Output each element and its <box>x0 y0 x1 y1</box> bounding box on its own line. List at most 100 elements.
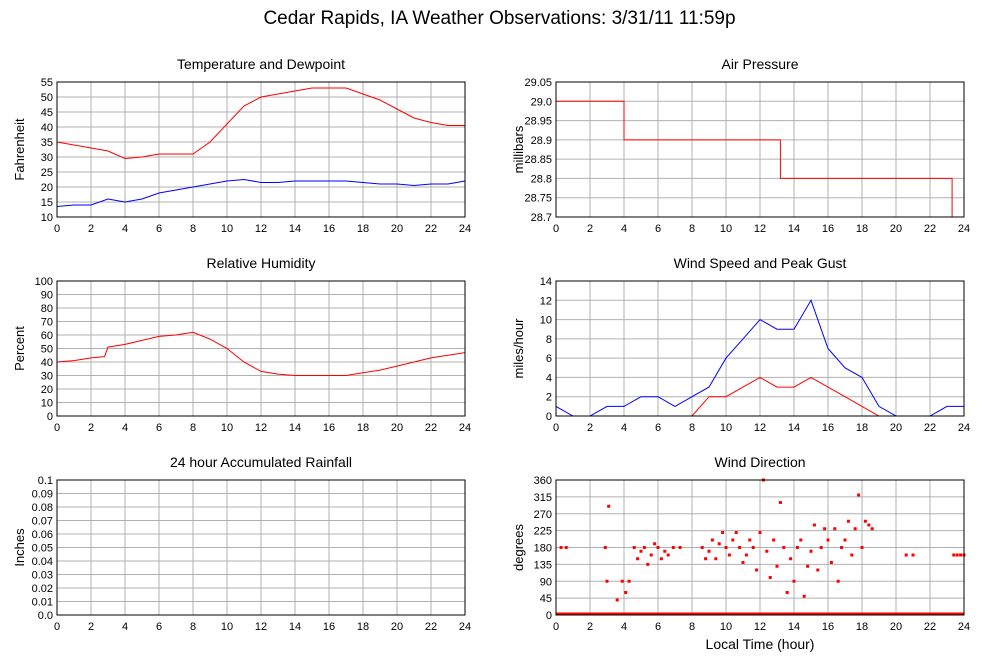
data-point <box>663 549 667 553</box>
y-tick-label: 4 <box>546 372 552 384</box>
data-point <box>826 538 830 542</box>
x-tick-label: 20 <box>391 422 403 434</box>
data-point <box>952 553 956 557</box>
data-point <box>656 546 660 549</box>
data-point <box>806 564 810 568</box>
x-tick-label: 24 <box>459 422 471 434</box>
y-tick-label: 40 <box>41 122 53 134</box>
x-tick-label: 6 <box>156 422 162 434</box>
x-tick-label: 10 <box>221 223 233 235</box>
x-tick-label: 4 <box>621 422 627 434</box>
y-tick-label: 28.8 <box>531 173 552 185</box>
y-tick-label: 0.08 <box>32 502 53 514</box>
x-tick-label: 0 <box>553 223 559 235</box>
x-tick-label: 4 <box>621 223 627 235</box>
x-tick-label: 10 <box>720 422 732 434</box>
data-point <box>843 538 847 542</box>
y-tick-label: 360 <box>534 475 552 487</box>
y-tick-label: 0.03 <box>32 570 53 582</box>
data-point <box>836 579 840 583</box>
x-tick-label: 2 <box>88 621 94 633</box>
y-tick-label: 2 <box>546 392 552 404</box>
x-tick-label: 12 <box>255 223 267 235</box>
x-tick-label: 20 <box>890 621 902 633</box>
data-point <box>758 531 762 534</box>
data-point <box>646 562 650 566</box>
data-point <box>785 591 789 594</box>
series-line-0 <box>56 331 466 376</box>
data-point <box>802 594 806 598</box>
data-point <box>615 598 619 602</box>
y-tick-label: 15 <box>41 197 53 209</box>
x-tick-label: 0 <box>553 621 559 633</box>
x-tick-label: 20 <box>391 621 403 633</box>
y-tick-label: 0.09 <box>32 489 53 501</box>
data-point <box>734 531 738 534</box>
data-point <box>710 538 714 542</box>
y-tick-label: 0.04 <box>32 556 53 568</box>
x-tick-label: 12 <box>754 422 766 434</box>
data-point <box>955 553 959 557</box>
x-tick-label: 22 <box>425 223 437 235</box>
y-tick-label: 0.07 <box>32 516 53 528</box>
chart-title: Temperature and Dewpoint <box>177 56 345 72</box>
data-point <box>724 546 728 549</box>
chart-title: Air Pressure <box>721 56 798 72</box>
x-tick-label: 24 <box>459 223 471 235</box>
data-point <box>863 519 867 523</box>
x-tick-label: 10 <box>221 422 233 434</box>
y-tick-label: 29.05 <box>524 77 552 89</box>
x-tick-label: 6 <box>655 621 661 633</box>
x-tick-label: 16 <box>323 422 335 434</box>
x-tick-label: 10 <box>720 223 732 235</box>
x-tick-label: 4 <box>122 621 128 633</box>
x-tick-label: 18 <box>357 223 369 235</box>
plot-frame <box>555 479 965 616</box>
x-tick-label: 2 <box>587 223 593 235</box>
y-tick-label: 10 <box>41 212 53 224</box>
x-tick-label: 8 <box>689 422 695 434</box>
x-tick-label: 22 <box>924 223 936 235</box>
data-point <box>671 546 675 549</box>
x-tick-label: 4 <box>621 621 627 633</box>
y-tick-label: 0.05 <box>32 543 53 555</box>
data-point <box>707 549 711 553</box>
data-point <box>727 553 731 557</box>
y-tick-label: 30 <box>41 371 53 383</box>
x-tick-label: 24 <box>958 621 970 633</box>
x-tick-label: 4 <box>122 223 128 235</box>
y-tick-label: 28.7 <box>531 212 552 224</box>
data-point <box>840 546 844 549</box>
x-tick-label: 4 <box>122 422 128 434</box>
data-point <box>636 557 640 561</box>
x-tick-label: 6 <box>655 422 661 434</box>
y-tick-label: 90 <box>41 290 53 302</box>
x-tick-label: 0 <box>54 223 60 235</box>
y-tick-label: 0.02 <box>32 583 53 595</box>
data-point <box>778 501 782 504</box>
x-tick-label: 22 <box>425 621 437 633</box>
y-tick-label: 0 <box>546 610 552 622</box>
x-tick-label: 24 <box>958 422 970 434</box>
x-tick-label: 18 <box>856 621 868 633</box>
y-tick-label: 28.75 <box>524 193 552 205</box>
x-tick-label: 14 <box>788 223 800 235</box>
data-point <box>799 538 803 542</box>
x-tick-label: 22 <box>924 621 936 633</box>
data-point <box>846 519 850 523</box>
y-tick-label: 8 <box>546 334 552 346</box>
y-tick-label: 315 <box>534 492 552 504</box>
data-point <box>853 527 857 531</box>
data-point <box>744 553 748 557</box>
data-point <box>632 546 636 549</box>
data-point <box>639 549 643 553</box>
y-tick-label: 180 <box>534 543 552 555</box>
y-tick-label: 60 <box>41 330 53 342</box>
x-tick-label: 20 <box>890 422 902 434</box>
y-axis-label: miles/hour <box>511 318 526 379</box>
x-tick-label: 18 <box>357 621 369 633</box>
y-axis-label: Fahrenheit <box>12 118 27 181</box>
